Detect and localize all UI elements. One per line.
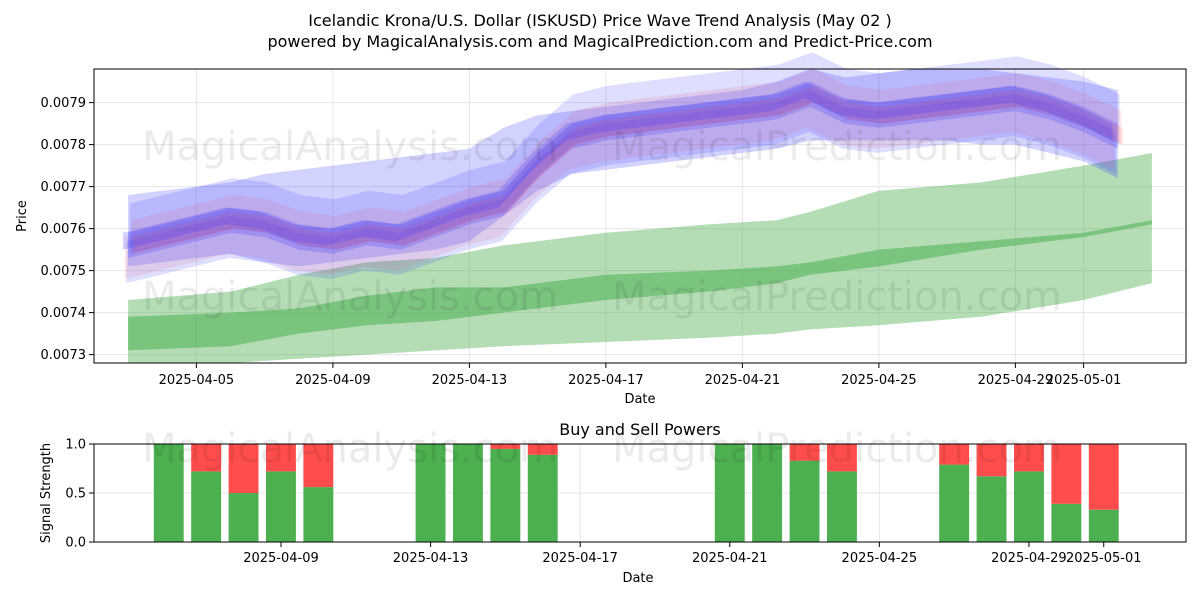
signal-x-tick-label: 2025-04-17 [542,551,618,566]
signal-y-axis-label: Signal Strength [39,443,54,543]
sell-bar [976,444,1007,477]
sell-bar [490,444,521,449]
watermark-prediction-top: MagicalPrediction.com [612,124,1062,170]
sell-bar [228,444,259,493]
signal-y-axis: 0.0 0.5 1.0 [65,438,94,551]
price-x-tick-label: 2025-04-09 [295,373,371,388]
buy-bar [1088,509,1119,542]
forecast-bands [128,153,1152,363]
signal-x-tick-label: 2025-04-21 [692,551,768,566]
signal-panel: Buy and Sell Powers MagicalAnalysis.com … [39,420,1187,586]
price-x-tick-label: 2025-04-17 [568,373,644,388]
buy-bar [303,487,334,542]
buy-bar [415,444,446,542]
buy-bar [453,444,483,542]
buy-bar [191,471,222,542]
price-y-axis-label: Price [15,200,30,232]
buy-bar [1014,471,1044,542]
price-panel: MagicalAnalysis.com MagicalPrediction.co… [15,52,1187,407]
sell-bar [827,444,857,472]
signal-y-tick-label: 1.0 [65,438,86,453]
signal-x-axis-label: Date [622,571,653,586]
price-wave-ribbon [129,52,1120,254]
sell-bar [527,444,558,455]
price-y-axis: 0.0073 0.0074 0.0075 0.0076 0.0077 0.0078 0.00… [41,96,94,363]
price-x-axis: 2025-04-05 2025-04-09 2025-04-13 2025-04-17… [159,363,1122,388]
price-y-tick-label: 0.0074 [41,306,87,321]
price-plot-frame [93,68,1187,364]
signal-x-tick-label: 2025-05-01 [1066,551,1142,566]
signal-y-tick-label: 0.5 [65,487,86,502]
price-x-tick-label: 2025-04-21 [705,373,781,388]
price-x-tick-label: 2025-05-01 [1046,373,1122,388]
watermark-prediction-mid: MagicalPrediction.com [612,274,1062,320]
signal-chart-title: Buy and Sell Powers [559,420,721,439]
sell-bar [303,444,334,488]
buy-bar [490,448,521,542]
price-wave-envelope [128,69,1118,267]
price-wave-ribbon [126,90,1116,284]
sell-bar [1088,444,1119,510]
price-grid [94,69,1186,363]
signal-y-tick-label: 0.0 [65,536,86,551]
watermark-prediction-bottom: MagicalPrediction.com [612,426,1062,472]
sell-bar [1014,444,1044,472]
watermark-analysis-bottom: MagicalAnalysis.com [142,426,558,472]
price-y-tick-label: 0.0075 [41,264,87,279]
buy-bar [976,476,1007,542]
watermark-analysis-top: MagicalAnalysis.com [142,124,558,170]
price-y-tick-label: 0.0076 [41,222,87,237]
buy-bar [1051,503,1082,542]
buy-bar [714,444,745,542]
price-x-axis-label: Date [624,392,655,407]
price-y-tick-label: 0.0073 [41,348,87,363]
sell-bar [191,444,222,472]
price-wave-ribbon [131,69,1122,254]
buy-bar [752,444,783,542]
watermark-analysis-mid: MagicalAnalysis.com [142,274,558,320]
signal-x-tick-label: 2025-04-29 [991,551,1067,566]
sell-bar [1051,444,1082,504]
buy-bar [153,444,184,542]
price-waves [123,52,1123,284]
buy-bar [527,454,558,542]
price-wave-ribbon [133,85,1123,254]
chart-title: Icelandic Krona/U.S. Dollar (ISKUSD) Pri… [308,11,891,30]
sell-bar [266,444,296,472]
forecast-mid-band [128,220,1152,351]
signal-x-axis: 2025-04-09 2025-04-13 2025-04-17 2025-04-21… [243,542,1142,566]
price-x-tick-label: 2025-04-29 [978,373,1054,388]
sell-bar [939,444,970,465]
price-y-tick-label: 0.0079 [41,96,87,111]
buy-bar [228,493,259,542]
buy-bar [266,471,296,542]
sell-bar [789,444,820,461]
price-wave-ribbon [128,81,1118,258]
signal-bars [153,444,1119,542]
signal-x-tick-label: 2025-04-25 [842,551,918,566]
price-y-tick-label: 0.0078 [41,138,87,153]
buy-bar [827,471,857,542]
price-x-tick-label: 2025-04-25 [841,373,917,388]
chart-subtitle: powered by MagicalAnalysis.com and Magic… [267,32,932,51]
price-x-tick-label: 2025-04-05 [159,373,235,388]
buy-bar [789,460,820,542]
buy-bar [939,464,970,542]
signal-x-tick-label: 2025-04-13 [393,551,469,566]
price-wave-ribbon [123,81,1113,250]
price-wave-ribbon [124,85,1115,279]
price-y-tick-label: 0.0077 [41,180,87,195]
signal-x-tick-label: 2025-04-09 [243,551,319,566]
price-x-tick-label: 2025-04-13 [432,373,508,388]
